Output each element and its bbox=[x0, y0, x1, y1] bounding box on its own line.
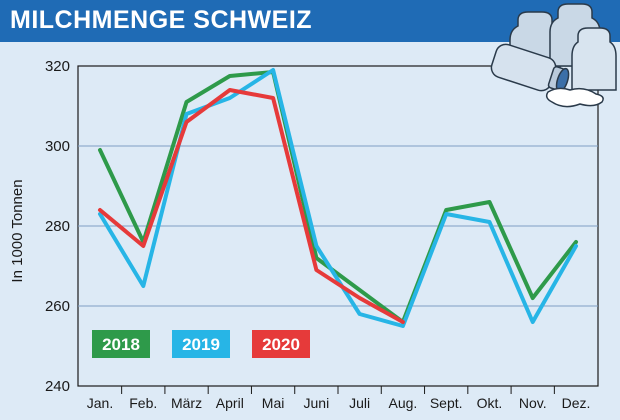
x-tick-label-2: März bbox=[171, 395, 202, 411]
x-tick-label-8: Sept. bbox=[430, 395, 463, 411]
y-tick-label-260: 260 bbox=[45, 298, 70, 315]
legend-swatch-2019 bbox=[172, 330, 230, 358]
y-tick-label-320: 320 bbox=[45, 58, 70, 75]
chart-title: MILCHMENGE SCHWEIZ bbox=[10, 6, 313, 34]
x-tick-label-10: Nov. bbox=[519, 395, 547, 411]
chart-area: 240 260 280 300 320 Jan. Feb. März April Mai Juni J… bbox=[0, 42, 620, 420]
x-tick-label-0: Jan. bbox=[87, 395, 113, 411]
x-tick-label-6: Juli bbox=[349, 395, 370, 411]
y-tick-label-240: 240 bbox=[45, 378, 70, 395]
legend-swatch-2020 bbox=[252, 330, 310, 358]
header-bar: MILCHMENGE SCHWEIZ bbox=[0, 0, 620, 42]
x-tick-label-7: Aug. bbox=[389, 395, 418, 411]
x-tick-label-11: Dez. bbox=[562, 395, 591, 411]
x-tick-label-4: Mai bbox=[262, 395, 285, 411]
milk-cans-icon bbox=[490, 3, 617, 108]
legend-label-2018: 2018 bbox=[102, 335, 140, 354]
series-line-2018 bbox=[98, 70, 578, 324]
legend-label-2019: 2019 bbox=[182, 335, 220, 354]
x-tick-label-9: Okt. bbox=[477, 395, 503, 411]
y-axis-label: In 1000 Tonnen bbox=[9, 179, 26, 282]
x-tick-label-1: Feb. bbox=[129, 395, 157, 411]
x-tick-label-3: April bbox=[216, 395, 244, 411]
x-tick-label-5: Juni bbox=[304, 395, 330, 411]
y-tick-label-280: 280 bbox=[45, 218, 70, 235]
legend-label-2020: 2020 bbox=[262, 335, 300, 354]
line-chart: 240 260 280 300 320 Jan. Feb. März April Mai Juni J… bbox=[9, 58, 599, 411]
legend-swatch-2018 bbox=[92, 330, 150, 358]
y-tick-label-300: 300 bbox=[45, 138, 70, 155]
series-line-2020 bbox=[98, 88, 405, 324]
